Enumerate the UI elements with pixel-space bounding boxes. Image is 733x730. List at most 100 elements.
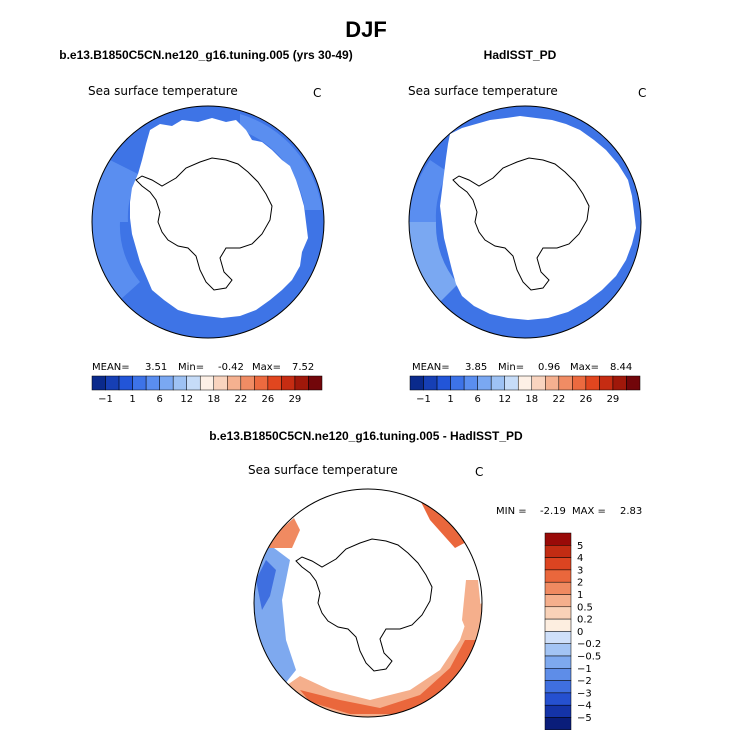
colorbar-tick-label: 0.2	[577, 615, 593, 626]
panel-diff: b.e13.B1850C5CN.ne120_g16.tuning.005 - H…	[209, 429, 642, 730]
coastline	[452, 157, 590, 291]
stat-max-label: Max=	[570, 362, 599, 373]
colorbar-tick-label: 18	[207, 394, 220, 405]
stat-max-value: 7.52	[292, 362, 314, 373]
panel-diff-subtitle: Sea surface temperature	[248, 463, 398, 477]
stat-max-value: 8.44	[610, 362, 632, 373]
colorbar-swatch	[294, 375, 309, 391]
colorbar-tick-label: −4	[577, 701, 592, 712]
colorbar-swatch	[626, 375, 641, 391]
anomaly-positive-strong	[420, 500, 470, 548]
stat-min-value: -0.42	[218, 362, 244, 373]
colorbar-swatch	[544, 680, 572, 694]
stat-min-value: 0.96	[538, 362, 560, 373]
sea-ice	[130, 118, 308, 318]
sea-ice	[440, 116, 636, 320]
panel-model-header: b.e13.B1850C5CN.ne120_g16.tuning.005 (yr…	[59, 48, 352, 62]
stat-min-value: -2.19	[540, 506, 566, 517]
colorbar-swatch	[159, 375, 174, 391]
coastline	[135, 157, 273, 291]
colorbar-tick-label: 12	[498, 394, 511, 405]
colorbar-tick-label: 1	[447, 394, 453, 405]
stat-mean-value: 3.85	[465, 362, 487, 373]
colorbar-swatch	[105, 375, 120, 391]
colorbar-swatch	[477, 375, 492, 391]
colorbar-swatch	[213, 375, 228, 391]
colorbar-swatch	[544, 631, 572, 644]
colorbar-swatch	[490, 375, 505, 391]
colorbar-swatch	[544, 655, 572, 669]
stat-max-value: 2.83	[620, 506, 642, 517]
sst-band-outer	[92, 222, 140, 300]
stat-max-label: MAX =	[572, 506, 606, 517]
sst-band-outer	[409, 160, 448, 222]
colorbar-tick-label: −0.2	[577, 639, 601, 650]
colorbar-swatch	[436, 375, 451, 391]
colorbar-tick-label: 22	[234, 394, 247, 405]
colorbar-swatch	[544, 643, 572, 657]
panel-obs-map	[408, 105, 642, 339]
colorbar-swatch	[544, 668, 572, 681]
colorbar-swatch	[463, 375, 478, 391]
panel-obs: HadISST_PD Sea surface temperature C MEA…	[408, 48, 646, 405]
colorbar-tick-label: 29	[607, 394, 620, 405]
colorbar-swatch	[199, 375, 215, 391]
stat-mean-label: MEAN=	[412, 362, 450, 373]
colorbar-swatch	[572, 375, 587, 391]
colorbar-tick-label: 0	[577, 627, 583, 638]
colorbar-swatch	[544, 717, 572, 730]
colorbar-swatch	[544, 557, 572, 571]
panel-obs-units: C	[638, 86, 646, 100]
disk	[254, 489, 482, 717]
colorbar-tick-label: 6	[474, 394, 480, 405]
coastline	[295, 538, 433, 672]
colorbar-swatch	[423, 375, 438, 391]
colorbar-swatch	[612, 375, 627, 391]
panel-obs-header: HadISST_PD	[484, 48, 557, 62]
colorbar-tick-label: 29	[289, 394, 302, 405]
colorbar-tick-label: 3	[577, 565, 583, 576]
stat-mean-label: MEAN=	[92, 362, 130, 373]
colorbar-swatch	[118, 375, 133, 391]
sst-band-outer	[92, 160, 140, 222]
colorbar-tick-label: 12	[180, 394, 193, 405]
colorbar-swatch	[558, 375, 573, 391]
colorbar-tick-label: −1	[416, 394, 431, 405]
colorbar-swatch	[240, 375, 255, 391]
colorbar-tick-label: 5	[577, 541, 583, 552]
colorbar-swatch	[450, 375, 465, 391]
colorbar-swatch	[544, 581, 572, 595]
stat-min-label: MIN =	[496, 506, 527, 517]
colorbar-tick-label: −0.5	[577, 652, 601, 663]
colorbar-swatch	[531, 375, 546, 391]
panel-diff-map	[253, 488, 483, 718]
panel-model-map	[91, 105, 325, 339]
colorbar-tick-label: −2	[577, 676, 592, 687]
panel-diff-units: C	[475, 465, 483, 479]
colorbar-tick-label: −5	[577, 713, 592, 724]
colorbar-swatch	[544, 618, 572, 632]
panel-model: b.e13.B1850C5CN.ne120_g16.tuning.005 (yr…	[59, 48, 352, 405]
colorbar-swatch	[585, 375, 600, 391]
colorbar-swatch	[544, 594, 572, 608]
colorbar-tick-label: 1	[129, 394, 135, 405]
colorbar-tick-label: 1	[577, 590, 583, 601]
panel-model-subtitle: Sea surface temperature	[88, 84, 238, 98]
colorbar-swatch	[132, 375, 147, 391]
colorbar-tick-label: 18	[525, 394, 538, 405]
anomaly-positive-strong	[300, 640, 476, 714]
colorbar-swatch	[409, 375, 424, 391]
anomaly-positive	[268, 518, 300, 548]
sst-band-warm	[240, 114, 322, 210]
colorbar-swatch	[227, 375, 242, 391]
colorbar-swatch	[544, 545, 572, 558]
colorbar-tick-label: −3	[577, 688, 592, 699]
colorbar-swatch	[172, 375, 187, 391]
colorbar-tick-label: 0.5	[577, 602, 593, 613]
colorbar-model: −1 1 6 12 18 22 26 29	[91, 375, 323, 405]
anomaly-positive	[462, 580, 482, 640]
map-border	[408, 105, 642, 339]
colorbar-swatch	[599, 375, 614, 391]
colorbar-tick-label: 4	[577, 553, 583, 564]
colorbar-obs: −1 1 6 12 18 22 26 29	[409, 375, 641, 405]
